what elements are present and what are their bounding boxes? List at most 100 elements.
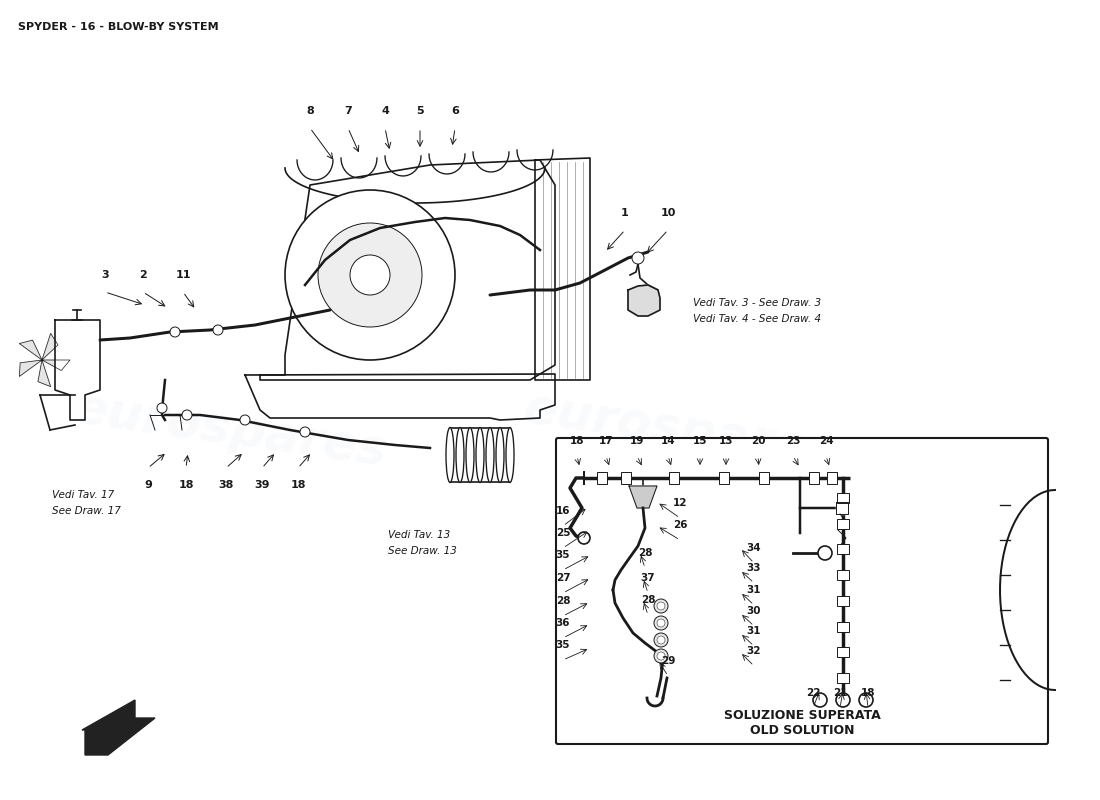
Text: 39: 39 [254, 480, 270, 490]
Bar [837, 518, 849, 529]
Circle shape [300, 427, 310, 437]
Text: 34: 34 [747, 543, 761, 553]
Circle shape [318, 223, 422, 327]
Text: 36: 36 [556, 618, 570, 628]
Text: 14: 14 [661, 436, 675, 446]
Polygon shape [836, 502, 848, 514]
Bar [837, 647, 849, 658]
Circle shape [813, 693, 827, 707]
Polygon shape [82, 700, 155, 755]
Polygon shape [629, 486, 657, 508]
Text: 15: 15 [693, 436, 707, 446]
Polygon shape [260, 160, 556, 380]
Text: 18: 18 [178, 480, 194, 490]
Polygon shape [42, 360, 70, 370]
Circle shape [818, 546, 832, 560]
Polygon shape [535, 158, 590, 380]
Text: 32: 32 [747, 646, 761, 656]
Bar [837, 493, 849, 503]
Text: 31: 31 [747, 626, 761, 636]
Text: 19: 19 [630, 436, 645, 446]
Text: 5: 5 [416, 106, 424, 116]
Text: 18: 18 [860, 688, 876, 698]
Text: 18: 18 [570, 436, 584, 446]
Polygon shape [20, 340, 42, 360]
Ellipse shape [466, 427, 474, 482]
Text: SPYDER - 16 - BLOW-BY SYSTEM: SPYDER - 16 - BLOW-BY SYSTEM [18, 22, 219, 32]
Bar [837, 570, 849, 580]
Text: 28: 28 [556, 596, 570, 606]
Circle shape [859, 693, 873, 707]
Text: 28: 28 [640, 595, 656, 605]
Bar [597, 472, 607, 484]
Circle shape [578, 532, 590, 544]
Text: 22: 22 [805, 688, 821, 698]
Circle shape [182, 410, 192, 420]
Text: 23: 23 [785, 436, 801, 446]
Ellipse shape [476, 427, 484, 482]
Circle shape [632, 252, 644, 264]
Text: 1: 1 [621, 208, 629, 218]
Polygon shape [55, 320, 100, 420]
Text: 31: 31 [747, 585, 761, 595]
FancyBboxPatch shape [556, 438, 1048, 744]
Circle shape [157, 403, 167, 413]
Circle shape [240, 415, 250, 425]
Ellipse shape [446, 427, 454, 482]
Text: 28: 28 [638, 548, 652, 558]
Bar [827, 472, 837, 484]
Circle shape [170, 327, 180, 337]
Polygon shape [42, 334, 58, 360]
Text: eurospares: eurospares [70, 384, 389, 476]
Circle shape [654, 649, 668, 663]
Bar [719, 472, 729, 484]
Text: Vedi Tav. 13
See Draw. 13: Vedi Tav. 13 See Draw. 13 [388, 530, 456, 555]
Bar [669, 472, 679, 484]
Text: 18: 18 [290, 480, 306, 490]
Text: 10: 10 [660, 208, 675, 218]
Circle shape [657, 636, 665, 644]
Text: 20: 20 [750, 436, 766, 446]
Bar [808, 472, 820, 484]
Text: 16: 16 [556, 506, 570, 516]
Circle shape [654, 616, 668, 630]
Text: SOLUZIONE SUPERATA
OLD SOLUTION: SOLUZIONE SUPERATA OLD SOLUTION [724, 709, 880, 737]
Text: 17: 17 [598, 436, 614, 446]
Text: Vedi Tav. 17
See Draw. 17: Vedi Tav. 17 See Draw. 17 [52, 490, 121, 516]
Ellipse shape [456, 427, 464, 482]
Bar [837, 545, 849, 554]
Polygon shape [37, 360, 51, 386]
Polygon shape [245, 374, 556, 420]
Text: 29: 29 [661, 656, 675, 666]
Polygon shape [628, 285, 660, 316]
Bar [837, 673, 849, 683]
Text: 38: 38 [218, 480, 233, 490]
Text: 26: 26 [673, 520, 688, 530]
Ellipse shape [496, 427, 504, 482]
Bar [621, 472, 631, 484]
Ellipse shape [486, 427, 494, 482]
Text: 27: 27 [556, 573, 570, 583]
Text: 13: 13 [718, 436, 734, 446]
Text: 9: 9 [144, 480, 152, 490]
Text: 7: 7 [344, 106, 352, 116]
Circle shape [350, 255, 390, 295]
Circle shape [657, 652, 665, 660]
Text: 11: 11 [175, 270, 190, 280]
Text: 2: 2 [139, 270, 147, 280]
Text: 35: 35 [556, 550, 570, 560]
Text: 25: 25 [556, 528, 570, 538]
Text: 21: 21 [833, 688, 847, 698]
Text: 8: 8 [306, 106, 313, 116]
Polygon shape [285, 168, 544, 203]
Circle shape [836, 693, 850, 707]
Bar [837, 596, 849, 606]
Text: 35: 35 [556, 640, 570, 650]
Bar [837, 622, 849, 631]
Text: 30: 30 [747, 606, 761, 616]
Text: eurospares: eurospares [520, 384, 839, 476]
Text: 37: 37 [640, 573, 656, 583]
Circle shape [657, 619, 665, 627]
Text: 33: 33 [747, 563, 761, 573]
Text: 12: 12 [673, 498, 688, 508]
